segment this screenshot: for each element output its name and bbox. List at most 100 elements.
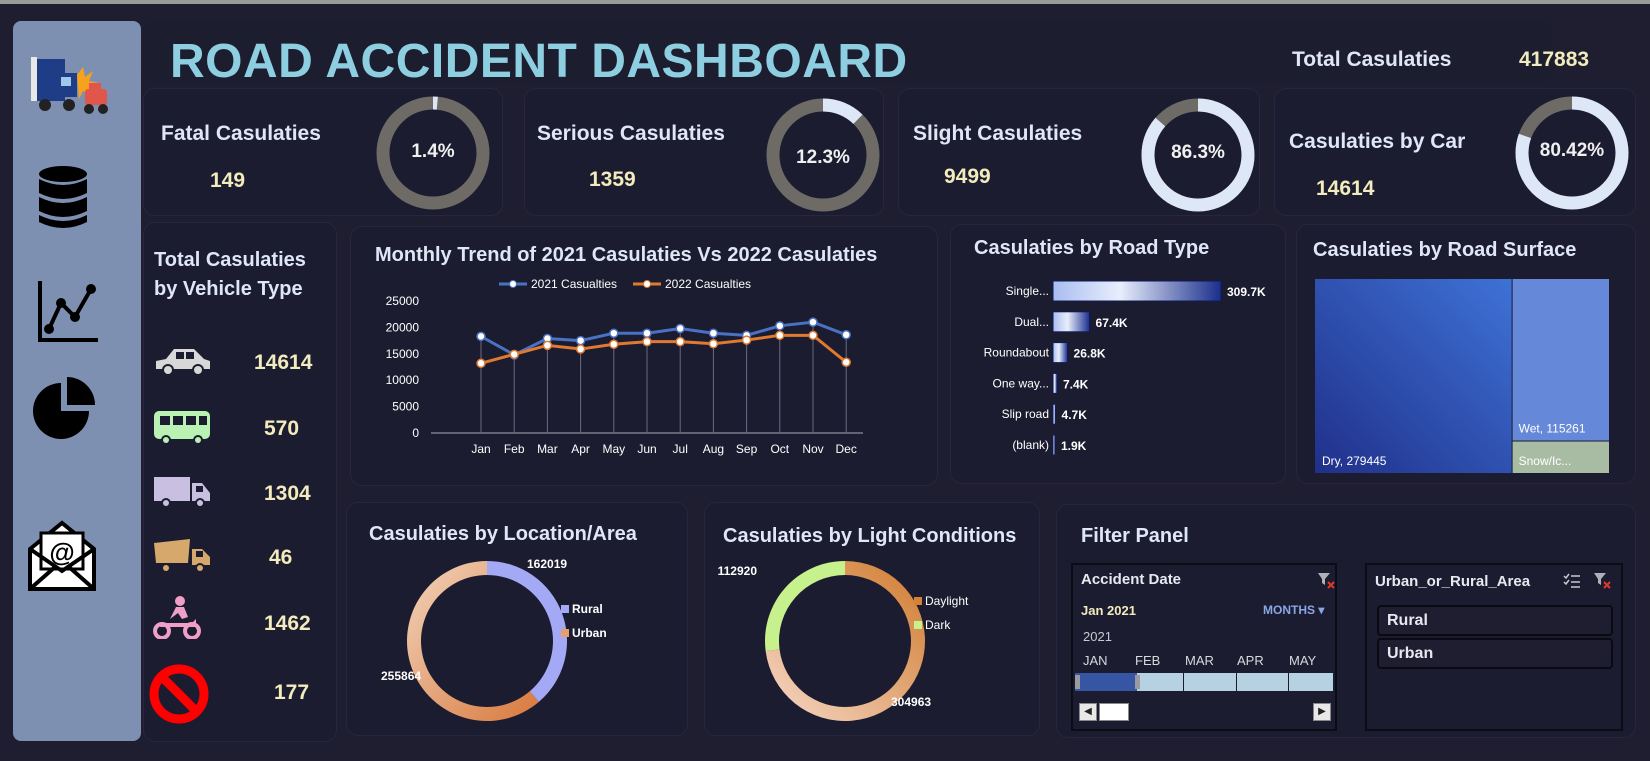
- category-label: Dual...: [1014, 315, 1049, 329]
- data-point: [808, 330, 818, 341]
- no-entry-icon: [149, 664, 209, 724]
- multi-select-icon[interactable]: [1563, 573, 1581, 589]
- road-surface-card: Casulaties by Road Surface Dry, 279445 We…: [1296, 224, 1636, 484]
- kpi-donut: [766, 98, 880, 212]
- scrollbar-thumb[interactable]: [1099, 703, 1129, 721]
- donut-slice-urban: [407, 561, 539, 721]
- x-tick-label: Oct: [770, 442, 789, 456]
- kpi-donut: [1515, 96, 1629, 210]
- van-icon: [154, 477, 210, 508]
- bar: [1052, 311, 1091, 333]
- legend-marker: [509, 280, 517, 288]
- kpi-donut-arc: [766, 98, 880, 212]
- crash-truck-icon[interactable]: [29, 53, 113, 121]
- header-panel: [143, 22, 1553, 82]
- clear-filter-icon[interactable]: [1317, 571, 1335, 589]
- trend-chart: 25000 20000 15000 10000 5000 0 Jan Feb Mar Apr May…: [386, 277, 863, 456]
- kpi-card-car: Casulaties by Car 14614 80.42%: [1274, 88, 1636, 216]
- road-surface-title: Casulaties by Road Surface: [1313, 239, 1577, 261]
- legend-swatch: [914, 621, 922, 629]
- kpi-donut-arc: [1515, 96, 1629, 210]
- category-label: Roundabout: [984, 346, 1050, 360]
- data-point: [575, 335, 586, 346]
- treemap-label: Wet, 115261: [1519, 422, 1586, 436]
- kpi-value: 1359: [589, 168, 636, 191]
- trend-title: Monthly Trend of 2021 Casulaties Vs 2022…: [375, 244, 878, 266]
- light-donut-chart: 304963 112920 Daylight Dark: [718, 561, 969, 721]
- motorcycle-icon: [153, 596, 201, 639]
- monthly-trend-card: Monthly Trend of 2021 Casulaties Vs 2022…: [350, 226, 938, 486]
- legend-swatch: [561, 605, 569, 613]
- kpi-label: Casulaties by Car: [1289, 130, 1466, 153]
- category-label: (blank): [1012, 438, 1049, 452]
- time-level-dropdown[interactable]: MONTHS ▾: [1263, 603, 1324, 617]
- data-point: [741, 335, 752, 345]
- data-point: [708, 339, 719, 349]
- donut-slice-dark: [765, 561, 845, 652]
- kpi-donut-arc: [1141, 98, 1255, 212]
- series-line-2021: [480, 320, 847, 357]
- legend-label: Daylight: [925, 594, 969, 608]
- svg-text:@: @: [49, 537, 74, 567]
- bar: [1052, 280, 1222, 302]
- category-label: Single...: [1006, 284, 1049, 298]
- pie-chart-icon[interactable]: [31, 375, 97, 441]
- scroll-right-button[interactable]: ▶: [1313, 703, 1331, 721]
- legend-swatch: [561, 629, 569, 637]
- light-title: Casulaties by Light Conditions: [723, 525, 1017, 547]
- time-level-label: MONTHS: [1263, 603, 1315, 617]
- kpi-donut-label: 12.3%: [796, 147, 850, 168]
- road-type-title: Casulaties by Road Type: [974, 237, 1210, 259]
- database-icon[interactable]: [37, 165, 89, 231]
- treemap-tile-wet: [1512, 279, 1609, 441]
- y-tick-label: 5000: [392, 400, 419, 414]
- timeline-selection[interactable]: [1075, 673, 1137, 691]
- category-label: One way...: [993, 376, 1049, 390]
- x-tick-label: Jan: [471, 442, 490, 456]
- line-chart-icon[interactable]: [37, 279, 99, 343]
- data-label: 67.4K: [1096, 316, 1128, 330]
- timeline-handle-left[interactable]: [1075, 675, 1080, 689]
- data-label: 162019: [527, 557, 567, 571]
- legend-label: Urban: [572, 626, 607, 640]
- location-title: Casulaties by Location/Area: [369, 523, 637, 545]
- dashboard-title: ROAD ACCIDENT DASHBOARD: [170, 35, 908, 88]
- vehicle-title-line1: Total Casulaties: [154, 249, 306, 271]
- x-tick-label: Dec: [836, 442, 857, 456]
- treemap-tile-dry: [1315, 279, 1512, 473]
- area-option-rural[interactable]: Rural: [1377, 605, 1613, 636]
- kpi-card-serious: Serious Casulaties 1359 12.3%: [524, 88, 884, 216]
- kpi-donut: [1141, 98, 1255, 212]
- bar: [1052, 434, 1056, 456]
- mail-icon[interactable]: @: [27, 519, 97, 593]
- vehicle-value-other: 177: [274, 681, 310, 704]
- x-tick-label: Aug: [703, 442, 724, 456]
- kpi-card-fatal: Fatal Casulaties 149 1.4%: [143, 88, 503, 216]
- total-casualties-label: Total Casulaties: [1292, 48, 1452, 71]
- bar: [1052, 403, 1057, 425]
- y-tick-label: 25000: [386, 294, 420, 308]
- light-card: Casulaties by Light Conditions 304963 112…: [704, 502, 1040, 736]
- data-point: [841, 330, 851, 340]
- window-top-border: [0, 0, 1650, 4]
- timeline-handle-right[interactable]: [1135, 675, 1140, 689]
- location-donut-chart: 162019 255864 Rural Urban: [381, 557, 607, 721]
- legend-label: 2022 Casualties: [665, 277, 751, 291]
- total-casualties-value: 417883: [1519, 48, 1590, 71]
- timeline-bar[interactable]: [1075, 673, 1333, 691]
- scroll-left-button[interactable]: ◀: [1079, 703, 1097, 721]
- clear-filter-icon[interactable]: [1593, 571, 1611, 589]
- data-label: 1.9K: [1061, 439, 1087, 453]
- area-slicer[interactable]: Urban_or_Rural_Area Rural Urban: [1365, 563, 1623, 731]
- timeline-divider: [1183, 673, 1184, 691]
- area-slicer-title: Urban_or_Rural_Area: [1375, 573, 1531, 590]
- sidebar: @: [13, 21, 141, 741]
- data-point: [775, 321, 785, 331]
- area-option-urban[interactable]: Urban: [1377, 638, 1613, 669]
- date-slicer[interactable]: Accident Date Jan 2021 MONTHS ▾ 2021 JAN…: [1071, 563, 1337, 731]
- data-label: 7.4K: [1063, 377, 1089, 391]
- data-point: [808, 317, 818, 327]
- data-point: [575, 344, 586, 354]
- data-label: 309.7K: [1227, 285, 1266, 299]
- vehicle-value-car: 14614: [254, 351, 313, 374]
